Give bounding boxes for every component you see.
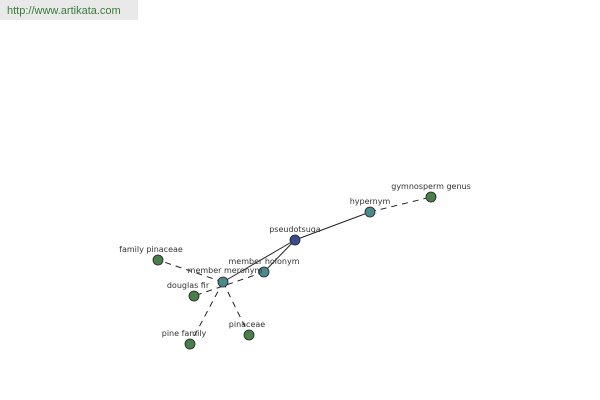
node-label: family pinaceae xyxy=(119,245,183,254)
node[interactable] xyxy=(425,191,437,203)
node-label: hypernym xyxy=(350,197,391,206)
node-label: pseudotsuga xyxy=(269,225,321,234)
edge xyxy=(222,281,250,336)
edge xyxy=(157,259,224,283)
node-label: gymnosperm genus xyxy=(391,182,471,191)
edge xyxy=(189,281,224,345)
node[interactable] xyxy=(364,206,376,218)
node-label: member meronym xyxy=(188,266,263,275)
node[interactable] xyxy=(184,338,196,350)
node-label: member holonym xyxy=(228,257,299,266)
node[interactable] xyxy=(152,254,164,266)
node-label: pine family xyxy=(162,329,207,338)
edge xyxy=(263,239,296,273)
node-label: douglas fir xyxy=(167,281,210,290)
node[interactable] xyxy=(289,234,301,246)
edge xyxy=(193,271,265,297)
node[interactable] xyxy=(258,266,270,278)
edge xyxy=(294,211,371,241)
node[interactable] xyxy=(217,276,229,288)
node[interactable] xyxy=(188,290,200,302)
edge xyxy=(222,239,296,283)
url[interactable]: http://www.artikata.com xyxy=(7,5,121,17)
node[interactable] xyxy=(243,329,255,341)
node-label: pinaceae xyxy=(229,320,265,329)
url-box xyxy=(0,0,138,20)
